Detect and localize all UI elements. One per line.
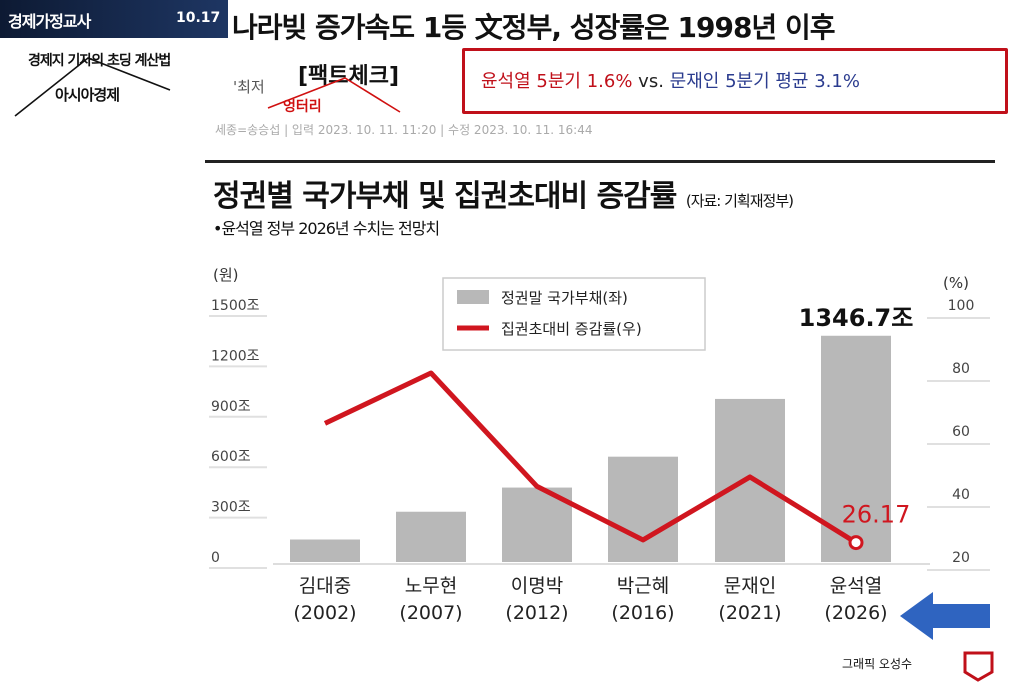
legend-bar-label: 정권말 국가부채(좌) <box>501 289 628 307</box>
x-tick-label: 박근혜 <box>617 575 669 597</box>
comparison-vs: vs. <box>638 71 664 92</box>
headline-fragment: '최저 <box>233 78 265 96</box>
left-tick-label: 1500조 <box>211 298 260 314</box>
factcheck-label: [팩트체크] <box>298 64 400 89</box>
subtitle: 경제지 기자의 초딩 계산법 <box>28 53 171 69</box>
divider <box>205 160 995 163</box>
growth-line <box>323 370 858 545</box>
x-tick-label: (2007) <box>399 602 462 624</box>
x-tick-label: 노무현 <box>405 575 457 597</box>
right-tick-label: 40 <box>952 487 970 503</box>
left-tick-label: 600조 <box>211 449 251 465</box>
annotation-strokes <box>14 57 401 117</box>
bar <box>290 539 360 562</box>
chart-title: 정권별 국가부채 및 집권초대비 증감률 (자료: 기획재정부) <box>213 171 794 215</box>
x-tick-label: (2002) <box>293 602 356 624</box>
publisher-label: 아시아경제 <box>55 86 120 104</box>
bar <box>396 511 466 562</box>
comparison-right: 문재인 5분기 평균 3.1% <box>669 71 860 92</box>
line-point <box>848 535 864 551</box>
bar <box>821 335 891 562</box>
brand-label: 경제가정교사 <box>8 12 91 31</box>
right-axis-label: (%) <box>943 274 969 292</box>
byline: 세종=송승섭 | 입력 2023. 10. 11. 11:20 | 수정 202… <box>215 123 593 137</box>
headline: 나라빚 증가속도 1등 文정부, 성장률은 1998년 이후 <box>232 11 835 44</box>
right-tick-label: 80 <box>952 361 970 377</box>
chart-source: (자료: 기획재정부) <box>685 192 794 210</box>
x-tick-label: (2012) <box>505 602 568 624</box>
arrow-icon <box>900 592 990 640</box>
legend-bar-swatch <box>457 290 489 304</box>
bar-value-label: 1346.7조 <box>799 304 914 332</box>
x-tick-label: 윤석열 <box>830 575 882 597</box>
logo-icon <box>963 651 994 682</box>
x-tick-label: (2026) <box>824 602 887 624</box>
annotation-label: 엉터리 <box>283 99 322 115</box>
graphic-credit: 그래픽 오성수 <box>842 657 913 671</box>
debt-chart: (원) 0 300조 600조 900조 1200조 1500조 (%) 20 40 60 80 100… <box>209 266 990 640</box>
top-banner: 경제가정교사 10.17 <box>0 0 228 38</box>
chart-title-text: 정권별 국가부채 및 집권초대비 증감률 <box>213 179 677 214</box>
x-tick-label: 문재인 <box>724 575 776 597</box>
left-axis-label: (원) <box>213 266 239 284</box>
x-tick-label: 이명박 <box>511 575 563 597</box>
left-tick-label: 900조 <box>211 399 251 415</box>
right-tick-label: 100 <box>948 298 975 314</box>
date-label: 10.17 <box>176 10 221 26</box>
left-tick-label: 0 <box>211 550 220 566</box>
x-tick-label: (2016) <box>611 602 674 624</box>
x-tick-label: (2021) <box>718 602 781 624</box>
left-tick-label: 1200조 <box>211 348 260 364</box>
bar <box>715 398 785 562</box>
x-tick-label: 김대중 <box>299 575 351 597</box>
left-tick-label: 300조 <box>211 500 251 516</box>
right-tick-label: 20 <box>952 550 970 566</box>
line-value-label: 26.17 <box>842 501 911 529</box>
comparison-box: 윤석열 5분기 1.6% vs. 문재인 5분기 평균 3.1% <box>462 48 1008 114</box>
comparison-left: 윤석열 5분기 1.6% <box>481 71 633 92</box>
chart-note: •윤석열 정부 2026년 수치는 전망치 <box>213 219 440 238</box>
right-tick-label: 60 <box>952 424 970 440</box>
legend-line-label: 집권초대비 증감률(우) <box>501 320 642 338</box>
bar <box>608 456 678 562</box>
